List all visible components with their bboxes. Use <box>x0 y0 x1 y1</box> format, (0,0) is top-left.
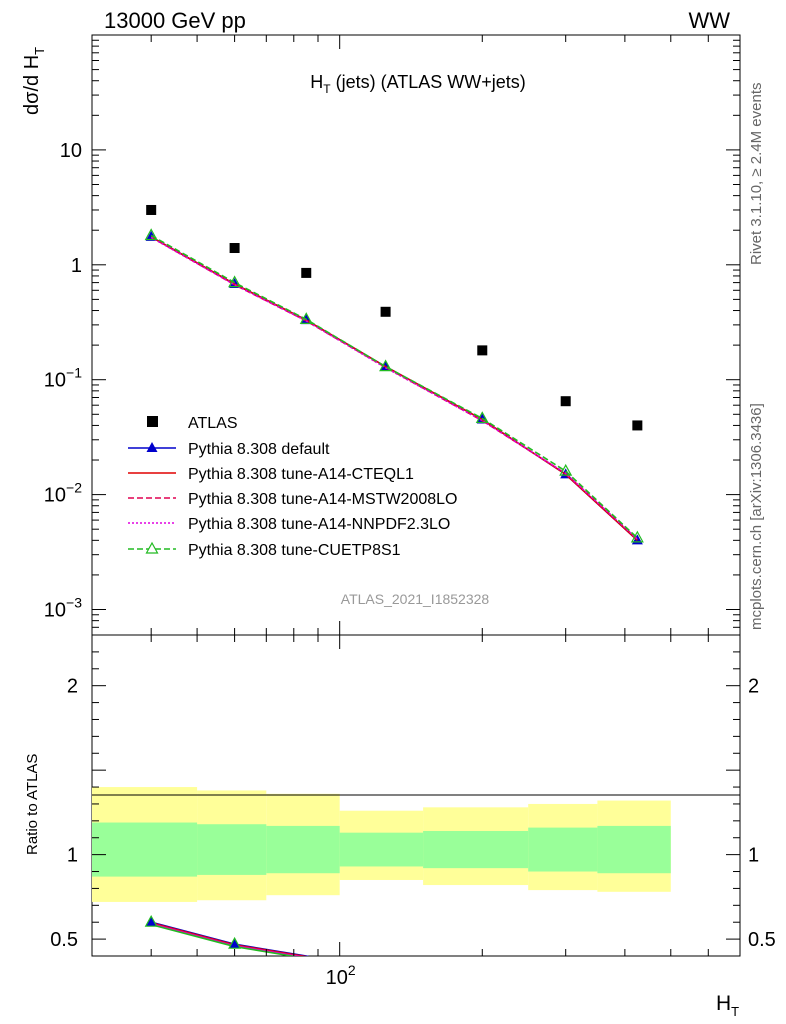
plot-title: HT (jets) (ATLAS WW+jets) <box>310 72 526 96</box>
ratio-series <box>144 914 310 956</box>
ratio-marker <box>145 916 157 927</box>
series-line <box>150 236 638 540</box>
legend-marker <box>145 541 159 554</box>
header-left: 13000 GeV pp <box>104 8 246 33</box>
data-point <box>477 345 488 356</box>
legend-label: Pythia 8.308 tune-CUETP8S1 <box>188 542 401 559</box>
inner-band <box>339 832 424 867</box>
x-axis-title: HT <box>716 992 739 1019</box>
inner-band <box>528 827 598 872</box>
y-tick-label: 1 <box>71 255 82 277</box>
x-ticks: 102 <box>91 35 741 989</box>
ratio-y-tick-label: 2 <box>67 676 78 698</box>
series-marker <box>299 312 313 324</box>
legend-label: Pythia 8.308 default <box>188 441 330 458</box>
ratio-marker <box>229 938 241 949</box>
legend-marker <box>146 442 158 452</box>
ratio-y-tick-label: 2 <box>748 676 759 698</box>
atlas-data-points <box>146 204 643 431</box>
inner-band <box>423 830 529 869</box>
x-tick-label: 102 <box>326 962 356 989</box>
ratio-y-tick-label: 1 <box>67 845 78 867</box>
y-tick-label: 10−1 <box>44 365 82 392</box>
ratio-y-tick-label: 0.5 <box>748 929 776 951</box>
inner-band <box>197 824 267 875</box>
series-marker <box>228 275 242 288</box>
series-marker <box>144 228 158 241</box>
header-right: WW <box>688 8 730 33</box>
ratio-y-tick-label: 1 <box>748 845 759 867</box>
analysis-id: ATLAS_2021_I1852328 <box>341 591 490 607</box>
main-y-ticks: 10−3 10−2 10−1 1 10 <box>44 34 740 636</box>
inner-band <box>597 825 671 874</box>
series-marker <box>379 359 393 372</box>
ratio-line <box>150 921 310 956</box>
data-point <box>632 420 643 431</box>
legend-marker <box>147 416 158 427</box>
data-point <box>560 396 571 407</box>
y-tick-label: 10−2 <box>44 480 82 507</box>
data-point <box>146 204 157 215</box>
series-marker <box>630 530 644 543</box>
series-line <box>150 234 638 539</box>
mc-series <box>144 228 644 545</box>
y-tick-label: 10 <box>60 140 82 162</box>
series-marker <box>559 463 573 476</box>
data-point <box>380 306 391 317</box>
mcplots-label: mcplots.cern.ch [arXiv:1306.3436] <box>748 403 765 630</box>
ratio-marker-open <box>144 914 158 927</box>
data-point <box>229 243 240 254</box>
legend-label: ATLAS <box>188 415 238 432</box>
legend: ATLAS Pythia 8.308 default Pythia 8.308 tu… <box>128 415 457 559</box>
ratio-y-ticks: 0.5 0.5 1 1 2 2 <box>50 634 776 957</box>
series-marker <box>475 411 489 424</box>
legend-label: Pythia 8.308 tune-A14-NNPDF2.3LO <box>188 516 450 533</box>
ratio-line <box>150 923 297 956</box>
ratio-uncertainty-bands <box>92 787 671 902</box>
y-axis-title: dσ/d HT <box>21 47 47 115</box>
legend-label: Pythia 8.308 tune-A14-CTEQL1 <box>188 466 414 483</box>
inner-band <box>92 822 198 877</box>
ratio-y-axis-title: Ratio to ATLAS <box>24 754 41 855</box>
legend-label: Pythia 8.308 tune-A14-MSTW2008LO <box>188 491 457 508</box>
y-tick-label: 10−3 <box>44 595 82 622</box>
ratio-y-tick-label: 0.5 <box>50 929 78 951</box>
inner-band <box>266 825 340 874</box>
ratio-marker-open <box>228 936 242 949</box>
rivet-version-label: Rivet 3.1.10, ≥ 2.4M events <box>748 83 765 266</box>
data-point <box>301 267 312 278</box>
